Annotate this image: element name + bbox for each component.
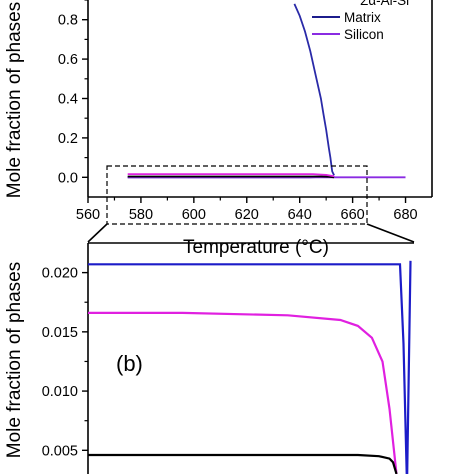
top-y-tick-label: 0.8 <box>58 13 78 29</box>
top-ticks: 560 580 600 620 640 660 680 0.0 0.2 0.4 0.6 0.8 <box>58 0 418 223</box>
top-y-tick-label: 0.4 <box>58 92 78 108</box>
top-x-tick-label: 660 <box>341 207 365 223</box>
bottom-ticks: 0.005 0.010 0.015 0.020 <box>42 266 88 459</box>
bottom-y-tick-label: 0.010 <box>42 384 78 400</box>
top-x-tick-label: 640 <box>288 207 312 223</box>
bottom-y-tick-label: 0.015 <box>42 325 78 341</box>
bottom-series-line-2 <box>88 453 398 474</box>
top-y-tick-label: 0.2 <box>58 131 78 147</box>
bottom-series <box>88 260 412 474</box>
zoom-region-box <box>106 165 368 225</box>
top-x-tick-label: 600 <box>182 207 206 223</box>
top-series-line-3 <box>127 175 335 179</box>
bottom-series-line-1 <box>88 311 398 474</box>
zoom-connector-right <box>366 223 415 243</box>
legend-label-silicon: Silicon <box>344 27 384 42</box>
bottom-panel: 0.005 0.010 0.015 0.020 (b) Mole fraction o… <box>4 242 414 474</box>
top-series-line-4 <box>127 173 335 178</box>
zoom-connector-left <box>87 223 108 243</box>
top-x-tick-label: 680 <box>393 207 417 223</box>
bottom-y-tick-label: 0.005 <box>42 443 78 459</box>
bottom-y-axis-title: Mole fraction of phases <box>4 262 25 458</box>
top-y-tick-label: 0.6 <box>58 52 78 68</box>
legend-label-matrix: Matrix <box>344 10 381 25</box>
top-series-line-2 <box>293 3 335 176</box>
legend: Σα-Al-Si Matrix Silicon <box>312 0 409 42</box>
top-panel: 560 580 600 620 640 660 680 0.0 0.2 0.4 0.6 0.8 Σα-… <box>4 0 433 258</box>
top-y-axis-title: Mole fraction of phases <box>4 2 25 198</box>
legend-cut-label: Σα-Al-Si <box>360 0 409 8</box>
top-x-tick-label: 580 <box>129 207 153 223</box>
top-x-tick-label: 620 <box>235 207 259 223</box>
bottom-y-tick-label: 0.020 <box>42 266 78 282</box>
bottom-series-line-0 <box>88 260 412 474</box>
top-x-tick-label: 560 <box>76 207 100 223</box>
panel-label-b: (b) <box>116 351 143 376</box>
top-x-axis-title: Temperature (°C) <box>183 237 329 258</box>
top-y-tick-label: 0.0 <box>58 170 78 186</box>
